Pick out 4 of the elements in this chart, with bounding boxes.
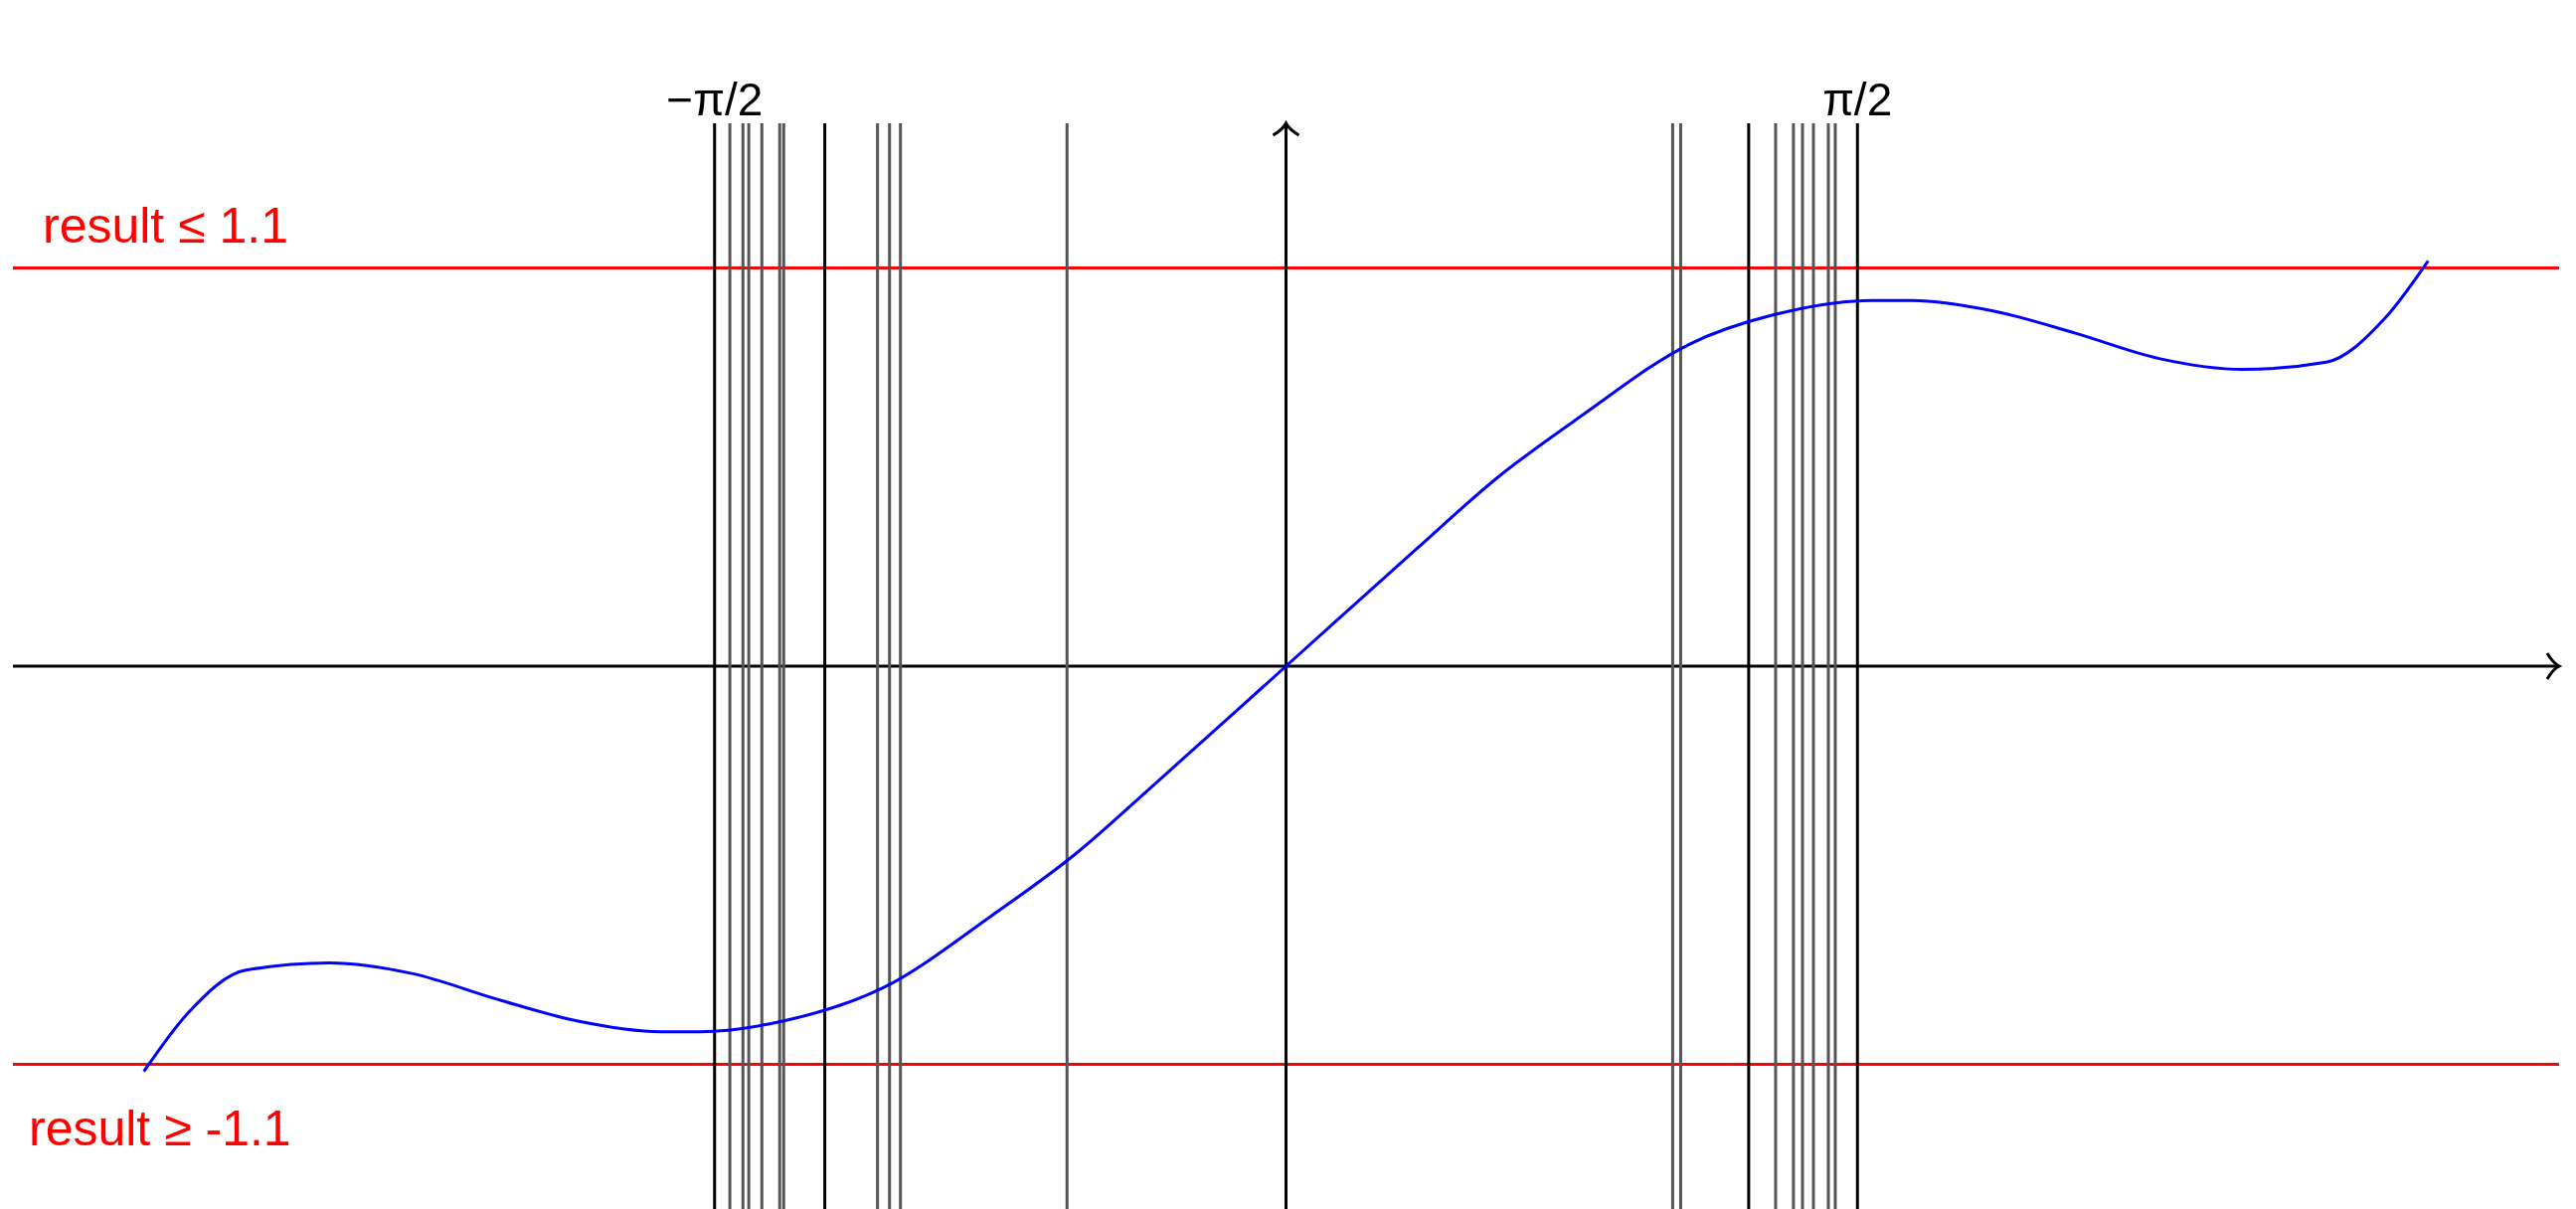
ref-line-label: result ≤ 1.1 [43,197,288,254]
x-tick-label: −π/2 [666,74,764,125]
x-tick-label: π/2 [1822,74,1893,125]
ref-line-label: result ≥ -1.1 [29,1101,291,1157]
